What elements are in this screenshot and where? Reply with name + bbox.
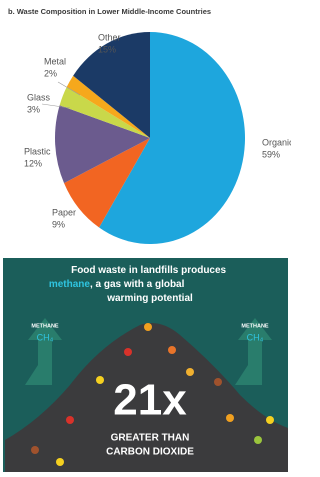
formula: CH₄ [247, 332, 264, 342]
slice-label: Organic [262, 137, 291, 147]
food-icon [254, 436, 262, 444]
slice-label: Metal [44, 56, 66, 66]
formula: CH₄ [37, 332, 54, 342]
food-icon [66, 416, 74, 424]
page: b. Waste Composition in Lower Middle-Inc… [0, 0, 291, 477]
slice-value-label: 59% [262, 149, 280, 159]
food-icon [266, 416, 274, 424]
food-icon [168, 346, 176, 354]
headline-line: Food waste in landfills produces [71, 265, 226, 276]
food-icon [124, 348, 132, 356]
food-icon [214, 378, 222, 386]
headline-line: warming potential [106, 293, 193, 304]
slice-label: Plastic [24, 146, 51, 156]
slice-value-label: 12% [24, 158, 42, 168]
slice-value-label: 3% [27, 104, 40, 114]
comparison: CARBON DIOXIDE [106, 447, 194, 458]
gas-label: METHANE [31, 323, 59, 329]
food-icon [226, 414, 234, 422]
slice-label: Paper [52, 207, 76, 217]
food-icon [56, 458, 64, 466]
slice-value-label: 2% [44, 68, 57, 78]
food-icon [31, 446, 39, 454]
chart-title: b. Waste Composition in Lower Middle-Inc… [8, 7, 211, 16]
headline-highlight: methane [49, 279, 91, 290]
slice-value-label: 15% [98, 44, 116, 54]
gas-label: METHANE [241, 323, 269, 329]
slice-label: Other [98, 32, 121, 42]
food-icon [144, 323, 152, 331]
slice-label: Glass [27, 92, 51, 102]
slice-value-label: 9% [52, 219, 65, 229]
multiplier: 21x [113, 376, 187, 425]
comparison: GREATER THAN [111, 433, 190, 444]
pie [55, 32, 245, 244]
headline-line: , a gas with a global [90, 279, 185, 290]
food-icon [96, 376, 104, 384]
food-icon [186, 368, 194, 376]
